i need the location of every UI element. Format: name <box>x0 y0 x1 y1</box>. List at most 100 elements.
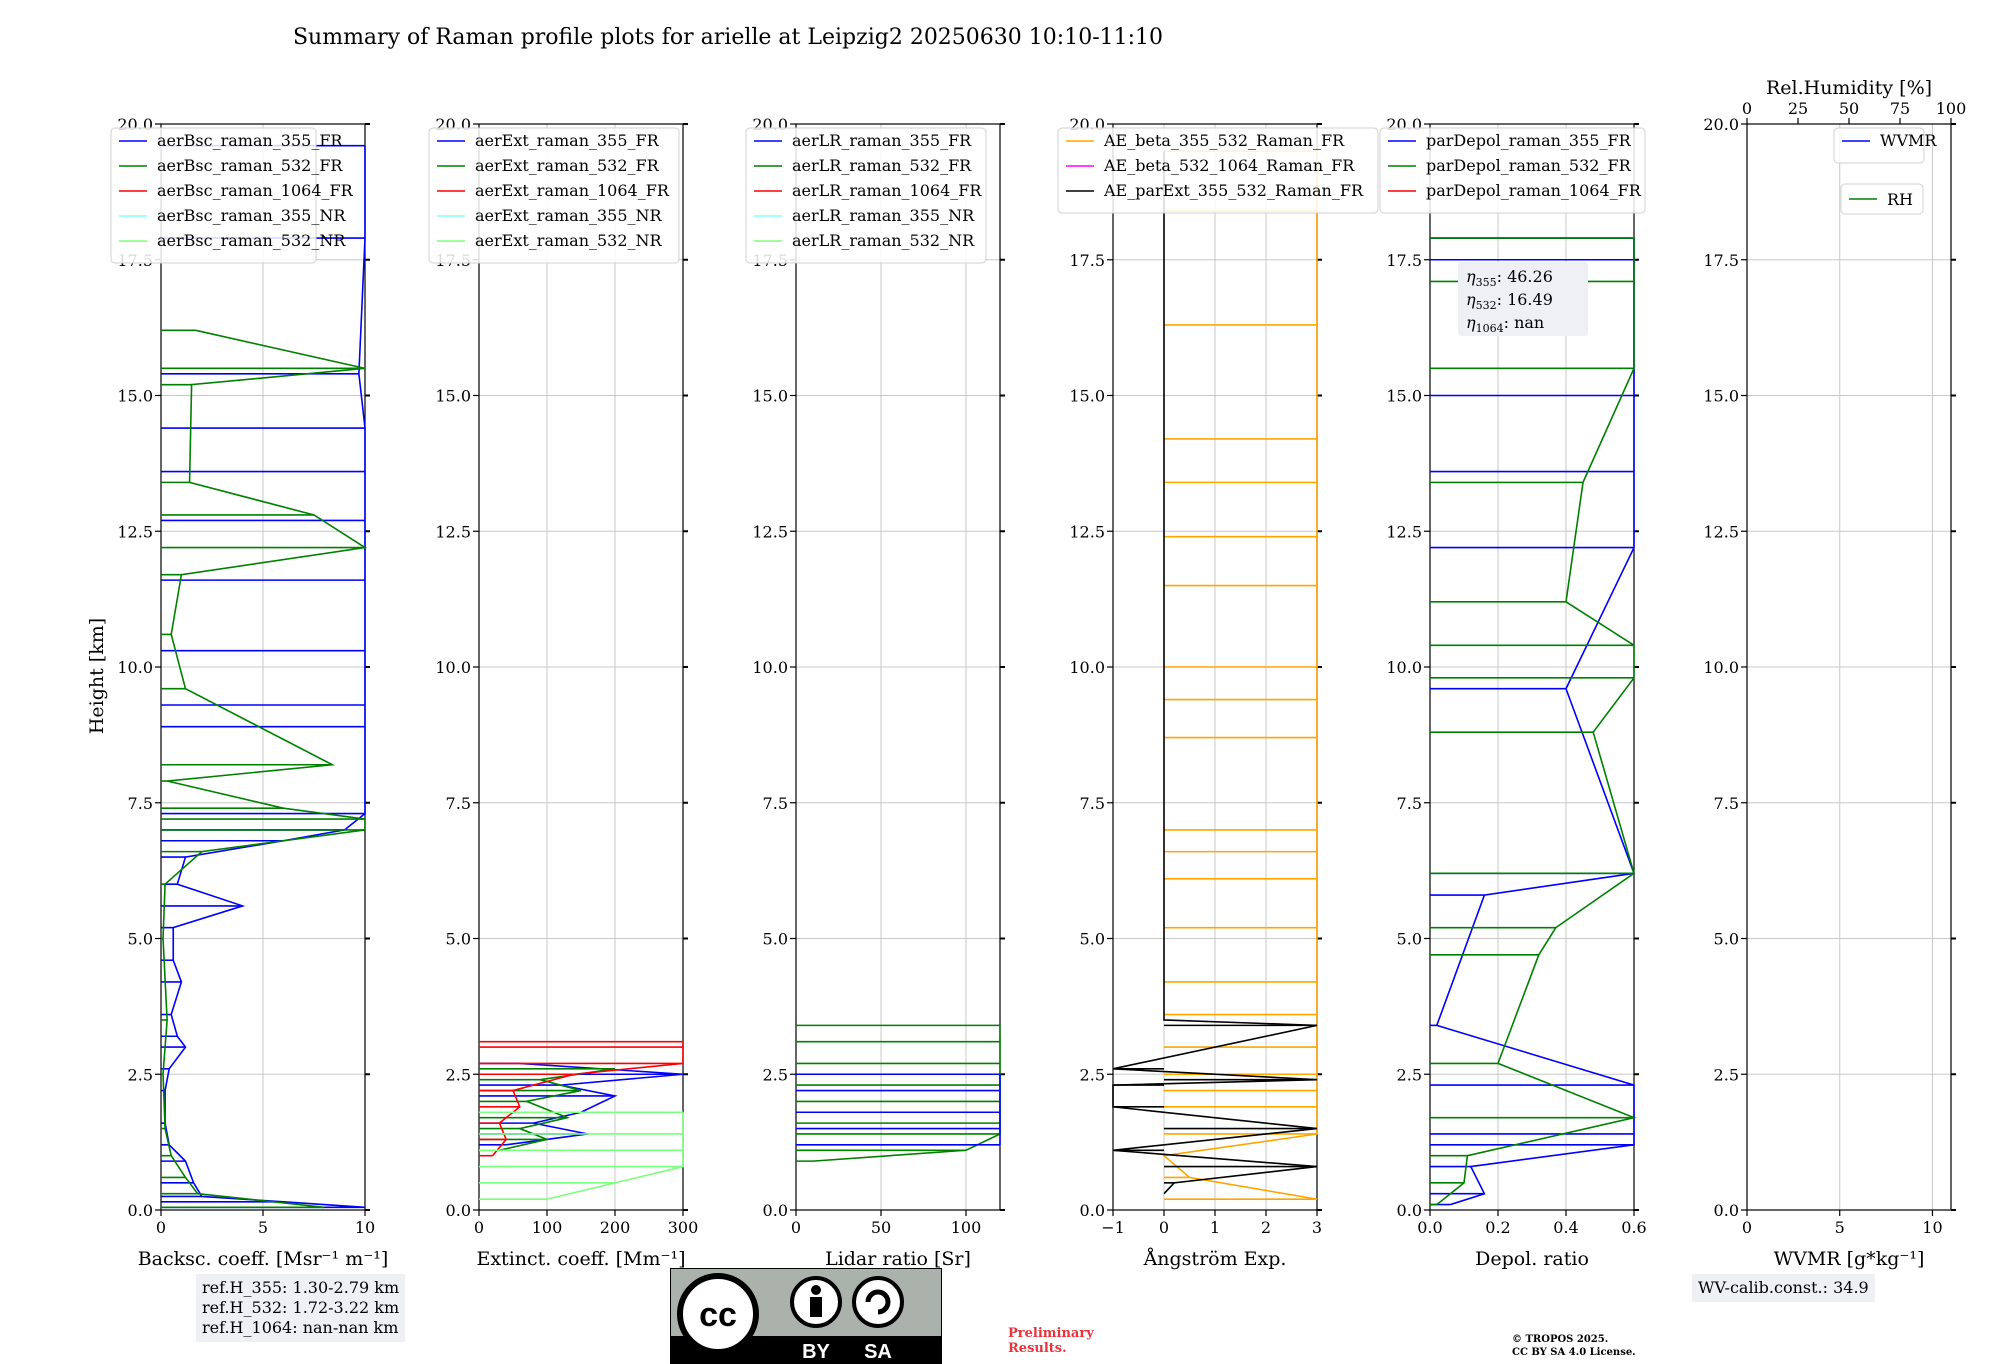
legend2-box <box>1840 183 1924 215</box>
x-tick-label: 0 <box>791 1218 801 1237</box>
y-tick-label: 17.5 <box>1703 251 1739 270</box>
top-tick-label: 50 <box>1839 99 1859 118</box>
y-tick-label: 5.0 <box>128 930 153 949</box>
x-axis-label: WVMR [g*kg⁻¹] <box>1774 1248 1925 1270</box>
y-tick-label: 10.0 <box>1386 658 1422 677</box>
x-tick-label: 5 <box>1835 1218 1845 1237</box>
x-axis-label: Ångström Exp. <box>1143 1248 1287 1270</box>
y-tick-label: 7.5 <box>446 794 471 813</box>
x-tick-label: 200 <box>600 1218 631 1237</box>
y-tick-label: 0.0 <box>1080 1201 1105 1220</box>
share-alike-arrow <box>865 1289 891 1315</box>
y-tick-label: 0.0 <box>763 1201 788 1220</box>
legend-label: aerBsc_raman_532_NR <box>157 231 346 250</box>
top-axis-label: Rel.Humidity [%] <box>1766 77 1932 99</box>
top-tick-label: 100 <box>1936 99 1967 118</box>
x-tick-label: −1 <box>1101 1218 1125 1237</box>
y-tick-label: 7.5 <box>1397 794 1422 813</box>
legend-label: aerBsc_raman_532_FR <box>157 156 343 175</box>
legend-label: aerLR_raman_532_FR <box>792 156 972 175</box>
y-tick-label: 15.0 <box>435 387 471 406</box>
ref-height-532: ref.H_532: 1.72-3.22 km <box>202 1298 400 1317</box>
eta-subscript: 1064 <box>1476 322 1504 335</box>
person-body <box>810 1297 822 1317</box>
y-tick-label: 15.0 <box>1703 387 1739 406</box>
legend-box <box>428 127 680 264</box>
y-tick-label: 12.5 <box>752 522 788 541</box>
y-tick-label: 7.5 <box>128 794 153 813</box>
top-tick-label: 0 <box>1742 99 1752 118</box>
x-tick-label: 10 <box>355 1218 375 1237</box>
y-tick-label: 10.0 <box>117 658 153 677</box>
ref-height-box: ref.H_355: 1.30-2.79 km ref.H_532: 1.72-… <box>196 1274 406 1342</box>
legend-label: aerLR_raman_1064_FR <box>792 181 982 200</box>
y-tick-label: 5.0 <box>1080 930 1105 949</box>
y-tick-label: 15.0 <box>752 387 788 406</box>
eta-subscript: 532 <box>1476 299 1497 312</box>
legend-label: WVMR <box>1880 131 1937 150</box>
panel-depol: 0.02.55.07.510.012.515.017.520.00.0 0.2 0.… <box>1379 115 1647 1270</box>
legend-label: aerExt_raman_532_NR <box>475 231 663 250</box>
cc-by-sa-license-badge: cc BY SA <box>670 1268 942 1364</box>
legend-label: aerBsc_raman_1064_FR <box>157 181 354 200</box>
eta-355: η355: 46.26 <box>1466 267 1553 289</box>
y-tick-label: 10.0 <box>435 658 471 677</box>
series-AE_parExt_355_532_Raman_FR <box>1112 151 1318 1195</box>
x-tick-label: 10 <box>1922 1218 1942 1237</box>
y-tick-label: 5.0 <box>446 930 471 949</box>
cc-icon <box>677 1273 759 1355</box>
legend-label: AE_beta_532_1064_Raman_FR <box>1103 156 1355 175</box>
x-tick-label: 0.2 <box>1485 1218 1510 1237</box>
eta-subscript: 355 <box>1476 276 1497 289</box>
legend2-label: RH <box>1887 190 1913 209</box>
x-tick-label: 300 <box>668 1218 699 1237</box>
series-aerBsc_raman_532_FR <box>162 329 368 1209</box>
legend-box <box>1057 127 1379 214</box>
y-tick-label: 5.0 <box>763 930 788 949</box>
x-tick-label: 1 <box>1210 1218 1220 1237</box>
y-tick-label: 15.0 <box>117 387 153 406</box>
y-tick-label: 2.5 <box>128 1065 153 1084</box>
series-AE_beta_355_532_Raman_FR <box>1162 151 1318 1200</box>
legend-label: aerExt_raman_355_NR <box>475 206 663 225</box>
x-tick-label: 50 <box>871 1218 891 1237</box>
y-tick-label: 17.5 <box>1386 251 1422 270</box>
y-tick-label: 2.5 <box>1080 1065 1105 1084</box>
x-tick-label: 0 <box>1159 1218 1169 1237</box>
y-tick-label: 0.0 <box>446 1201 471 1220</box>
y-tick-label: 0.0 <box>1397 1201 1422 1220</box>
legend-wv: WVMR RH <box>1833 127 1937 215</box>
eta-symbol: η <box>1466 290 1476 309</box>
y-tick-label: 17.5 <box>1069 251 1105 270</box>
y-tick-label: 2.5 <box>446 1065 471 1084</box>
eta-value: : 46.26 <box>1497 267 1553 286</box>
top-tick-label: 25 <box>1788 99 1808 118</box>
legend-box <box>745 127 987 264</box>
person-head <box>811 1285 821 1295</box>
legend-label: AE_parExt_355_532_Raman_FR <box>1103 181 1364 200</box>
series-aerExt_raman_1064_FR <box>491 1041 684 1157</box>
x-tick-label: 100 <box>951 1218 982 1237</box>
x-tick-label: 0.6 <box>1621 1218 1646 1237</box>
y-tick-label: 12.5 <box>1386 522 1422 541</box>
y-tick-label: 5.0 <box>1397 930 1422 949</box>
top-tick-label: 75 <box>1890 99 1910 118</box>
y-tick-label: 5.0 <box>1714 930 1739 949</box>
eta-symbol: η <box>1466 267 1476 286</box>
y-tick-label: 2.5 <box>763 1065 788 1084</box>
x-tick-label: 100 <box>532 1218 563 1237</box>
y-tick-label: 2.5 <box>1397 1065 1422 1084</box>
y-tick-label: 7.5 <box>1080 794 1105 813</box>
eta-value: : nan <box>1504 313 1545 332</box>
x-tick-label: 0.4 <box>1553 1218 1578 1237</box>
legend-label: parDepol_raman_532_FR <box>1426 156 1632 175</box>
y-tick-label: 15.0 <box>1069 387 1105 406</box>
x-tick-label: 0 <box>474 1218 484 1237</box>
x-tick-label: 0 <box>156 1218 166 1237</box>
legend-label: aerExt_raman_532_FR <box>475 156 660 175</box>
eta-symbol: η <box>1466 313 1476 332</box>
legend-label: parDepol_raman_355_FR <box>1426 131 1632 150</box>
panel-ext: 0.02.55.07.510.012.515.017.520.001002003… <box>428 115 699 1270</box>
x-tick-label: 0 <box>1742 1218 1752 1237</box>
x-axis-label: Lidar ratio [Sr] <box>825 1248 971 1270</box>
